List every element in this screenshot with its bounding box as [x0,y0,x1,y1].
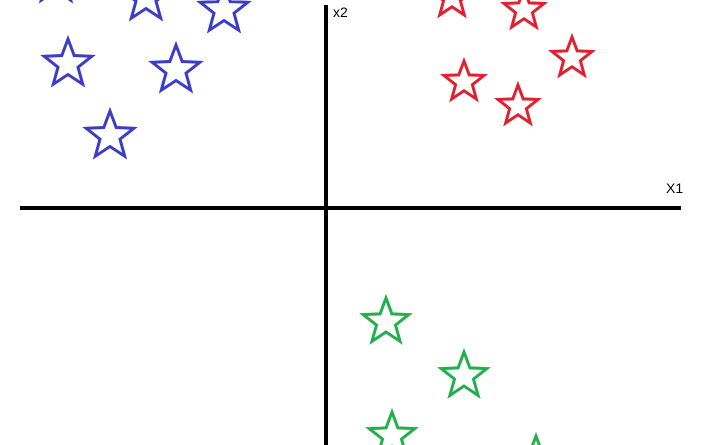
red-star-5 [493,80,543,127]
green-star-2 [437,347,491,399]
green-star-3 [365,407,419,445]
green-star-1 [359,293,413,345]
red-star-4 [439,56,489,103]
blue-star-5 [148,40,204,94]
blue-star-2 [128,0,164,22]
red-star-3 [547,32,597,79]
blue-star-6 [82,106,138,160]
blue-star-3 [196,0,252,34]
star-markers [38,0,597,445]
x2-axis-label: x2 [333,4,348,20]
green-star-4 [531,431,541,445]
blue-star-4 [40,34,96,88]
x1-axis-label: X1 [666,180,684,196]
red-star-1 [437,0,467,19]
red-star-2 [499,0,549,31]
